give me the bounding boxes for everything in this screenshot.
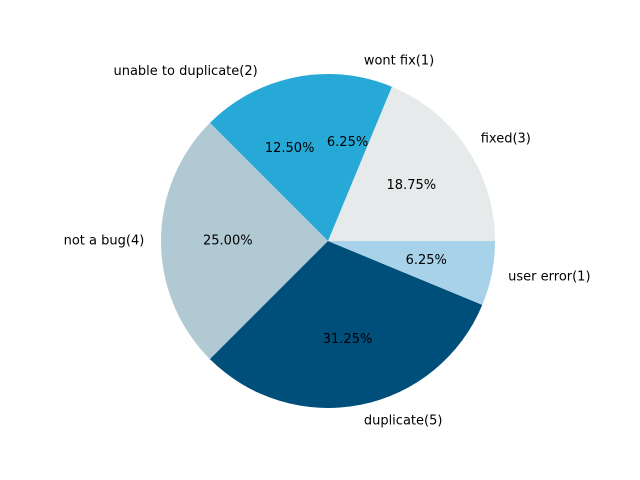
pie-slice	[328, 86, 495, 241]
pie-slice	[328, 241, 495, 305]
slice-category-label: not a bug(4)	[64, 234, 145, 249]
slice-percent-label: 6.25%	[327, 135, 368, 150]
slice-category-label: unable to duplicate(2)	[113, 64, 257, 79]
slice-percent-label: 31.25%	[323, 332, 373, 347]
pie-labels: 18.75% fixed(3) 6.25% wont fix(1) 12.50% unab…	[64, 53, 591, 428]
slice-category-label: user error(1)	[508, 269, 590, 284]
slice-category-label: duplicate(5)	[364, 414, 443, 429]
slice-percent-label: 18.75%	[387, 178, 437, 193]
pie-slices	[161, 74, 495, 408]
pie-slice	[209, 74, 328, 241]
slice-percent-label: 12.50%	[265, 141, 315, 156]
pie-slice	[328, 74, 392, 241]
slice-category-label: wont fix(1)	[364, 53, 434, 68]
slice-category-label: fixed(3)	[481, 131, 531, 146]
pie-slice	[161, 122, 328, 360]
slice-percent-label: 25.00%	[203, 234, 253, 249]
slice-percent-label: 6.25%	[406, 253, 447, 268]
pie-slice	[209, 241, 483, 408]
